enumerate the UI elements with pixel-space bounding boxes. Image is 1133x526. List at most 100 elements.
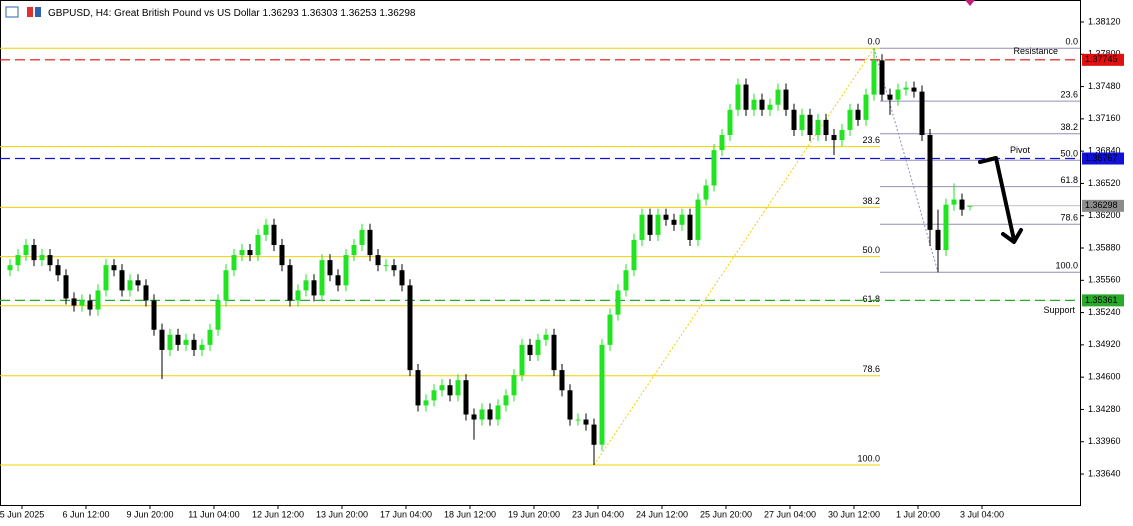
- candle-body: [895, 89, 901, 100]
- candle-body: [599, 344, 605, 445]
- candle-body: [591, 424, 597, 445]
- x-tick-label: 9 Jun 20:00: [126, 509, 173, 519]
- y-tick-label: 1.35240: [1088, 307, 1121, 317]
- price-box: [1082, 294, 1124, 307]
- price-box-label: 1.37745: [1085, 54, 1118, 64]
- y-tick-label: 1.33640: [1088, 468, 1121, 478]
- candle-body: [223, 270, 229, 301]
- x-tick-label: 27 Jun 04:00: [764, 509, 816, 519]
- candle-body: [871, 60, 877, 95]
- candle-body: [823, 119, 829, 136]
- icon: [27, 7, 33, 17]
- candle-body: [327, 260, 333, 276]
- icon: [35, 7, 41, 17]
- candle-body: [639, 214, 645, 240]
- candle-body: [431, 390, 437, 401]
- fib-level-label: 50.0: [862, 245, 880, 255]
- candle-body: [415, 370, 421, 406]
- candle-body: [935, 229, 941, 251]
- candle-body: [703, 185, 709, 200]
- candle-body: [783, 89, 789, 110]
- y-tick-label: 1.37160: [1088, 113, 1121, 123]
- candle-body: [919, 91, 925, 136]
- x-tick-label: 1 Jul 20:00: [896, 509, 940, 519]
- candle-body: [471, 414, 477, 420]
- candle-body: [103, 265, 109, 291]
- candle-body: [607, 314, 613, 345]
- candle-body: [383, 265, 389, 267]
- candle-body: [959, 199, 965, 210]
- x-tick-label: 5 Jun 2025: [0, 509, 44, 519]
- candle-body: [631, 239, 637, 271]
- candle-body: [615, 290, 621, 315]
- fib-level-label: 61.8: [862, 294, 880, 304]
- price-box-label: 1.35361: [1085, 295, 1118, 305]
- candle-body: [679, 214, 685, 225]
- x-tick-label: 6 Jun 12:00: [62, 509, 109, 519]
- candle-body: [311, 280, 317, 296]
- candle-body: [759, 99, 765, 110]
- candle-body: [191, 339, 197, 350]
- candle-body: [879, 60, 885, 95]
- candle-body: [831, 135, 837, 141]
- x-tick-label: 25 Jun 20:00: [700, 509, 752, 519]
- candle-body: [335, 275, 341, 286]
- candle-body: [303, 280, 309, 291]
- candle-body: [583, 419, 589, 425]
- candle-body: [487, 409, 493, 420]
- candle-body: [199, 344, 205, 350]
- y-tick-label: 1.35880: [1088, 242, 1121, 252]
- candle-body: [719, 135, 725, 151]
- layer: 1.38120 1.37800 1.37480 1.37160 1.36840 1.365…: [0, 16, 1124, 519]
- header-text: GBPUSD, H4: Great British Pound vs US Do…: [48, 8, 416, 19]
- candle-body: [63, 275, 69, 299]
- candle-body: [463, 380, 469, 415]
- price-box: [1082, 199, 1124, 212]
- price-box-label: 1.36767: [1085, 153, 1118, 163]
- fib-level-label: 23.6: [862, 135, 880, 145]
- candle-body: [663, 214, 669, 220]
- y-tick-label: 1.35560: [1088, 275, 1121, 285]
- candle-body: [239, 250, 245, 256]
- y-tick-label: 1.36520: [1088, 178, 1121, 188]
- x-tick-label: 13 Jun 20:00: [316, 509, 368, 519]
- candle-body: [543, 334, 549, 340]
- candle-body: [743, 84, 749, 110]
- candle-body: [95, 290, 101, 310]
- candle-body: [527, 344, 533, 355]
- candle-body: [863, 94, 869, 120]
- candle-body: [791, 109, 797, 130]
- candle-body: [391, 265, 397, 271]
- fib-level-label: 38.2: [1060, 122, 1078, 132]
- x-tick-label: 18 Jun 12:00: [444, 509, 496, 519]
- x-tick-label: 11 Jun 04:00: [188, 509, 239, 519]
- candle-body: [7, 265, 13, 271]
- price-box: [1082, 53, 1124, 66]
- candle-body: [407, 285, 413, 371]
- price-box-label: 1.36298: [1085, 200, 1118, 210]
- candle-body: [455, 380, 461, 396]
- candle-body: [799, 114, 805, 130]
- candle-body: [943, 204, 949, 251]
- candle-body: [815, 119, 821, 136]
- candle-body: [687, 214, 693, 240]
- ohlc-high: 1.36303: [301, 8, 338, 19]
- candle-body: [375, 255, 381, 266]
- ohlc-low: 1.36253: [340, 8, 377, 19]
- ohlc-close: 1.36298: [379, 8, 416, 19]
- candle-body: [647, 214, 653, 235]
- candle-body: [143, 285, 149, 301]
- fib-level-label: 0.0: [1065, 37, 1078, 47]
- candle-body: [439, 385, 445, 391]
- candle-body: [39, 255, 45, 261]
- candle-body: [87, 300, 93, 310]
- candle-body: [839, 129, 845, 141]
- x-tick-label: 24 Jun 12:00: [636, 509, 688, 519]
- candle-body: [399, 270, 405, 286]
- candle-body: [951, 199, 957, 205]
- candle-body: [767, 104, 773, 110]
- candle-body: [175, 334, 181, 345]
- candle-body: [183, 339, 189, 345]
- candle-body: [71, 298, 77, 306]
- candle-body: [655, 214, 661, 235]
